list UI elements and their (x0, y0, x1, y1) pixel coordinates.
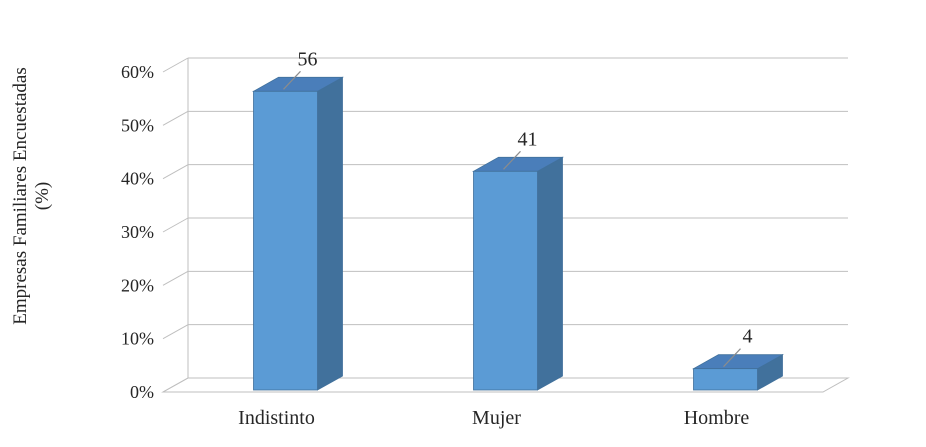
gridline-connector (162, 270, 189, 286)
data-label-leader-line (503, 150, 521, 170)
y-tick-label: 50% (121, 115, 154, 135)
gridline-connector (162, 217, 189, 233)
data-label-leader-line (283, 70, 301, 90)
category-label: Indistinto (238, 407, 315, 429)
bar-front-face (473, 170, 538, 391)
y-tick-label: 30% (121, 222, 154, 242)
bar-side-face (317, 76, 343, 391)
bar-side-face (537, 156, 563, 391)
y-tick-label: 60% (121, 62, 154, 82)
category-label: Hombre (684, 407, 750, 429)
gridline-connector (162, 57, 189, 73)
y-tick-label: 40% (121, 169, 154, 189)
data-label: 56 (298, 48, 318, 70)
y-axis-title: Empresas Familiares Encuestadas (10, 67, 31, 324)
category-label: Mujer (472, 407, 521, 429)
gridline-connector (162, 110, 189, 126)
data-label-leader-line (723, 348, 741, 368)
y-tick-label: 20% (121, 275, 154, 295)
y-tick-label: 0% (130, 382, 154, 402)
bar-front-face (253, 90, 318, 391)
y-axis-title: (%) (32, 182, 53, 210)
gridline-connector (162, 164, 189, 180)
data-label: 41 (518, 128, 538, 150)
y-tick-label: 10% (121, 329, 154, 349)
chart-floor (161, 377, 850, 393)
data-label: 4 (743, 326, 753, 348)
gridline-connector (162, 324, 189, 340)
bar-front-face (693, 368, 758, 391)
